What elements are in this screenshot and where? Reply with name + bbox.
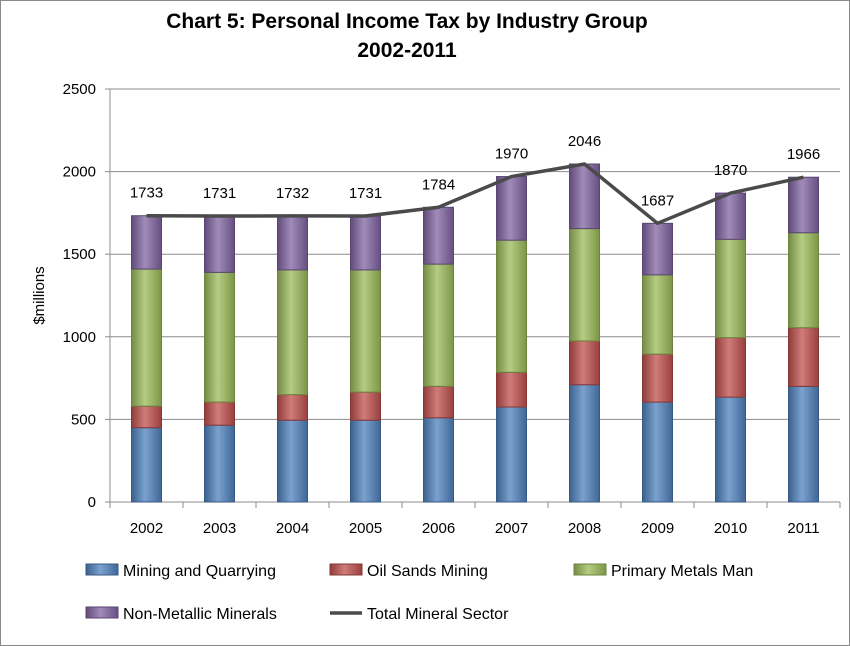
legend-swatch [329,563,363,576]
legend-label: Total Mineral Sector [367,606,509,623]
x-tick-label: 2008 [568,520,601,537]
bar-oil-sands-mining [569,340,600,386]
data-label: 1732 [276,185,309,202]
data-label: 1784 [422,176,455,193]
bar-mining-and-quarrying [131,427,162,503]
bar-oil-sands-mining [788,327,819,387]
bar-non-metallic-minerals [277,215,308,271]
data-label: 1733 [130,185,163,202]
bar-non-metallic-minerals [350,215,381,271]
data-label: 1970 [495,146,528,163]
legend-label: Non-Metallic Minerals [123,606,277,623]
legend-label: Mining and Quarrying [123,563,276,580]
bar-non-metallic-minerals [423,206,454,265]
y-tick-label: 500 [71,411,96,428]
bar-primary-metals-man [788,232,819,329]
bar-mining-and-quarrying [642,401,673,503]
x-tick-label: 2007 [495,520,528,537]
y-tick-label: 2500 [63,81,96,98]
y-tick-label: 1000 [63,329,96,346]
data-label: 1731 [203,185,236,202]
x-tick-label: 2005 [349,520,382,537]
bar-oil-sands-mining [715,337,746,398]
bar-mining-and-quarrying [204,424,235,503]
y-tick-label: 0 [88,494,96,511]
x-tick-label: 2006 [422,520,455,537]
total-mineral-sector-line [146,162,804,226]
data-label: 2046 [568,133,601,150]
bar-primary-metals-man [496,239,527,373]
bar-mining-and-quarrying [788,385,819,503]
bar-non-metallic-minerals [131,215,162,270]
y-tick-label: 1500 [63,246,96,263]
bar-oil-sands-mining [423,385,454,419]
x-tick-label: 2004 [276,520,309,537]
data-label: 1966 [787,146,820,163]
bar-mining-and-quarrying [496,406,527,503]
bar-mining-and-quarrying [715,396,746,503]
y-tick-label: 2000 [63,164,96,181]
bar-primary-metals-man [277,269,308,396]
bar-mining-and-quarrying [423,417,454,503]
chart-subtitle: 2002-2011 [357,39,457,62]
legend-label: Primary Metals Man [611,563,753,580]
bar-primary-metals-man [423,263,454,387]
bar-primary-metals-man [350,269,381,393]
bar-non-metallic-minerals [715,192,746,240]
bar-mining-and-quarrying [277,419,308,503]
bar-oil-sands-mining [642,353,673,403]
x-tick-label: 2003 [203,520,236,537]
legend-swatch [573,563,607,576]
bar-primary-metals-man [204,271,235,403]
bar-primary-metals-man [642,274,673,355]
data-label: 1731 [349,185,382,202]
legend-swatch [85,563,119,576]
legend-swatch [85,606,119,619]
bar-primary-metals-man [569,228,600,342]
bar-oil-sands-mining [277,394,308,421]
bar-primary-metals-man [715,238,746,339]
data-label: 1687 [641,192,674,209]
x-tick-label: 2010 [714,520,747,537]
bar-non-metallic-minerals [496,176,527,241]
bar-non-metallic-minerals [642,222,673,276]
bar-oil-sands-mining [350,391,381,421]
bar-non-metallic-minerals [788,176,819,234]
data-label: 1870 [714,162,747,179]
chart-title: Chart 5: Personal Income Tax by Industry… [166,10,648,33]
bar-primary-metals-man [131,268,162,407]
y-axis-label: $millions [31,266,48,324]
x-tick-label: 2009 [641,520,674,537]
x-tick-label: 2011 [787,520,819,537]
bar-non-metallic-minerals [204,215,235,273]
bar-oil-sands-mining [204,401,235,426]
bar-oil-sands-mining [131,405,162,429]
bar-mining-and-quarrying [350,419,381,503]
bar-oil-sands-mining [496,371,527,408]
bar-mining-and-quarrying [569,384,600,503]
legend-label: Oil Sands Mining [367,563,488,580]
x-tick-label: 2002 [130,520,163,537]
